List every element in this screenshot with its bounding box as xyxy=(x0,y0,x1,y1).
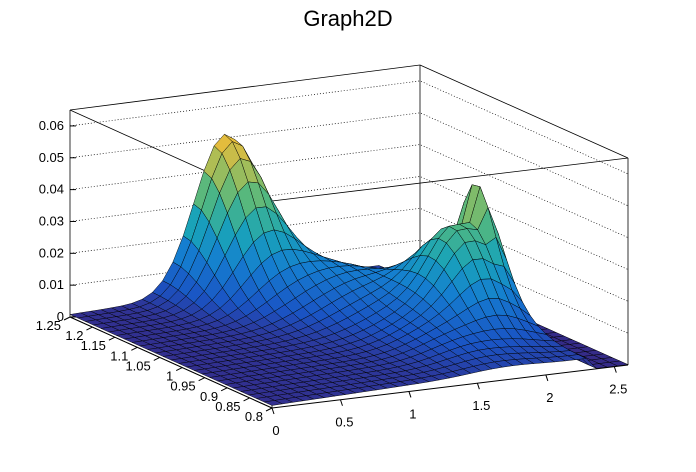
y-tick-label: 1.05 xyxy=(125,358,150,373)
y-axis-ticks: 0.8 0.850.9 0.951 1.051.1 1.151.2 1.25 xyxy=(36,316,273,424)
y-tick-mark xyxy=(265,407,273,412)
y-tick-mark xyxy=(108,336,116,341)
surface-cell xyxy=(263,400,284,406)
x-tick-mark xyxy=(613,366,617,373)
y-tick-label: 1.25 xyxy=(36,318,61,333)
z-tick-label: 0.06 xyxy=(39,118,64,133)
x-tick-mark xyxy=(545,374,549,382)
y-tick-mark xyxy=(243,397,250,402)
y-tick-label: 0.95 xyxy=(170,379,195,394)
z-gridline xyxy=(69,144,629,238)
x-tick-mark xyxy=(476,383,480,390)
x-tick-label: 2.5 xyxy=(609,382,627,397)
y-tick-mark xyxy=(220,387,228,392)
x-tick-label: 1 xyxy=(409,406,416,421)
x-tick-mark xyxy=(408,391,412,398)
y-tick-mark xyxy=(175,367,183,372)
y-tick-label: 1.15 xyxy=(81,338,106,353)
x-tick-mark xyxy=(271,407,275,415)
z-tick-label: 0.04 xyxy=(39,182,64,197)
y-tick-mark xyxy=(63,316,71,321)
surface-mesh xyxy=(69,133,629,406)
y-tick-label: 0.8 xyxy=(245,409,263,424)
y-tick-label: 1.1 xyxy=(110,348,128,363)
y-tick-mark xyxy=(198,377,205,382)
y-tick-label: 0.85 xyxy=(215,399,240,414)
box-edge xyxy=(419,64,629,159)
x-tick-label: 0.5 xyxy=(335,415,353,430)
z-gridline xyxy=(69,80,629,175)
y-tick-label: 0.9 xyxy=(200,389,218,404)
z-tick-label: 0.02 xyxy=(39,245,64,260)
x-axis-ticks: 0 0.5 1 1.5 2 2.5 xyxy=(271,366,627,438)
y-tick-mark xyxy=(131,346,138,351)
x-tick-label: 1.5 xyxy=(472,398,490,413)
z-tick-label: 0.03 xyxy=(39,213,64,228)
axis-box-front xyxy=(69,316,629,409)
x-tick-label: 2 xyxy=(546,390,553,405)
axis-line xyxy=(271,364,629,409)
z-gridline xyxy=(69,112,629,207)
box-edge xyxy=(271,157,629,202)
y-tick-mark xyxy=(86,326,93,331)
y-tick-label: 1 xyxy=(166,369,173,384)
box-edge xyxy=(69,64,421,111)
x-tick-mark xyxy=(339,399,343,406)
z-tick-label: 0 xyxy=(57,309,64,324)
z-gridline xyxy=(69,176,629,270)
axis-line xyxy=(69,316,273,409)
y-tick-label: 1.2 xyxy=(65,328,83,343)
y-tick-mark xyxy=(153,356,161,361)
z-tick-label: 0.05 xyxy=(39,150,64,165)
z-axis-ticks: 0 0.01 0.02 0.03 0.04 0.05 0.06 xyxy=(39,118,76,324)
chart-title: Graph2D xyxy=(303,6,392,31)
x-tick-label: 0 xyxy=(272,423,279,438)
z-tick-label: 0.01 xyxy=(39,277,64,292)
